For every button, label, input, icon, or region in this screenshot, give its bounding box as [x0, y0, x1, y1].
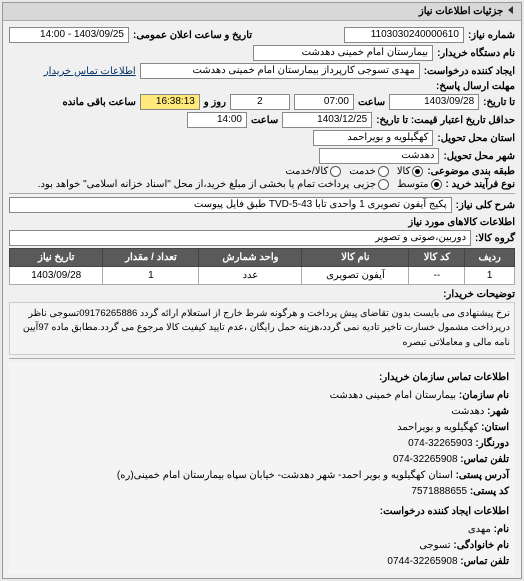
td-date: 1403/09/28	[10, 267, 103, 285]
panel-header: جزئیات اطلاعات نیاز	[3, 3, 521, 21]
radio-kala-label: کالا	[397, 166, 411, 177]
contact-block: اطلاعات تماس سازمان خریدار: نام سازمان: …	[9, 362, 515, 574]
td-qty: 1	[103, 267, 199, 285]
creator-field: مهدی تسوجی کارپرداز بیمارستان امام خمینی…	[140, 63, 420, 79]
th-row: ردیف	[465, 249, 515, 267]
c-fam-label: نام خانوادگی:	[453, 540, 509, 551]
c-fax: 32265903-074	[408, 438, 473, 449]
c-org: بیمارستان امام خمینی دهدشت	[330, 390, 456, 401]
device-name-field: بیمارستان امام خمینی دهدشت	[253, 45, 433, 61]
th-date: تاریخ نیاز	[10, 249, 103, 267]
time-label-2: ساعت	[251, 115, 278, 126]
valid-date-field: 1403/12/25	[282, 112, 372, 128]
pub-date-label: تاریخ و ساعت اعلان عمومی:	[133, 30, 252, 41]
collapse-icon	[508, 6, 513, 14]
req-no-label: شماره نیاز:	[468, 30, 515, 41]
radio-medium[interactable]	[431, 179, 442, 190]
th-unit: واحد شمارش	[199, 249, 302, 267]
goods-table: ردیف کد کالا نام کالا واحد شمارش تعداد /…	[9, 248, 515, 285]
creator-label: ایجاد کننده درخواست:	[424, 66, 515, 77]
desc-block: نرخ پیشنهادی می بایست بدون تقاضای پیش پر…	[9, 302, 515, 355]
delivery-prov-field: کهگیلویه و بویراحمد	[313, 130, 433, 146]
contact-header: اطلاعات تماس سازمان خریدار:	[15, 370, 509, 386]
buy-proc-label: نوع فرآیند خرید :	[446, 179, 515, 190]
radio-small-label: جزیی	[353, 179, 376, 190]
deadline-date-field: 1403/09/28	[389, 94, 479, 110]
radio-kalakhedmat-label: کالا/خدمت	[285, 166, 328, 177]
c-post-label: کد پستی:	[470, 486, 509, 497]
goods-class-radios: کالا خدمت کالا/خدمت	[285, 166, 423, 177]
goods-section-title: اطلاعات کالاهای مورد نیاز	[9, 217, 515, 228]
goods-class-label: طبقه بندی موضوعی:	[427, 166, 515, 177]
desc-label: توضیحات خریدار:	[443, 289, 515, 300]
td-name: آیفون تصویری	[302, 267, 409, 285]
c-fam: تسوجی	[419, 540, 450, 551]
th-code: کد کالا	[409, 249, 465, 267]
device-name-label: نام دستگاه خریدار:	[437, 48, 515, 59]
pub-date-field: 1403/09/25 - 14:00	[9, 27, 129, 43]
deadline-time-field: 07:00	[294, 94, 354, 110]
c-prov-label: استان:	[481, 422, 509, 433]
delivery-prov-label: استان محل تحویل:	[437, 133, 515, 144]
radio-khedmat[interactable]	[378, 166, 389, 177]
time-label-1: ساعت	[358, 97, 385, 108]
td-unit: عدد	[199, 267, 302, 285]
c-name: مهدی	[468, 524, 491, 535]
c-addr-label: آدرس پستی:	[456, 470, 509, 481]
days-label: روز و	[204, 97, 226, 108]
panel-title: جزئیات اطلاعات نیاز	[419, 6, 503, 17]
until-label: تا تاریخ:	[483, 97, 515, 108]
remain-label: ساعت باقی مانده	[62, 97, 135, 108]
table-row: 1 -- آیفون تصویری عدد 1 1403/09/28	[10, 267, 515, 285]
valid-label: حداقل تاریخ اعتبار قیمت: تا تاریخ:	[376, 115, 515, 126]
radio-kalakhedmat[interactable]	[330, 166, 341, 177]
c-phone2: 32265908-0744	[387, 556, 457, 567]
c-org-label: نام سازمان:	[459, 390, 509, 401]
delivery-city-label: شهر محل تحویل:	[443, 151, 515, 162]
creator-section: اطلاعات ایجاد کننده درخواست:	[15, 504, 509, 520]
radio-small[interactable]	[378, 179, 389, 190]
goods-group-label: گروه کالا:	[475, 233, 515, 244]
buy-proc-radios: متوسط جزیی	[353, 179, 441, 190]
radio-kala[interactable]	[412, 166, 423, 177]
th-qty: تعداد / مقدار	[103, 249, 199, 267]
key-title-label: شرح کلی نیاز:	[456, 200, 515, 211]
c-city: دهدشت	[451, 406, 484, 417]
req-no-field: 1103030240000610	[344, 27, 464, 43]
c-phone: 32265908-074	[393, 454, 458, 465]
remain-time-field: 16:38:13	[140, 94, 200, 110]
c-phone2-label: تلفن تماس:	[460, 556, 509, 567]
payment-note: پرداخت تمام یا بخشی از مبلغ خرید،از محل …	[38, 179, 350, 190]
td-row: 1	[465, 267, 515, 285]
deadline-label: مهلت ارسال پاسخ:	[436, 81, 515, 92]
radio-khedmat-label: خدمت	[349, 166, 376, 177]
c-prov: کهگیلویه و بویراحمد	[397, 422, 478, 433]
c-phone-label: تلفن تماس:	[460, 454, 509, 465]
c-city-label: شهر:	[487, 406, 509, 417]
buyer-contact-link[interactable]: اطلاعات تماس خریدار	[44, 66, 136, 77]
key-title-field: پکیج آیفون تصویری 1 واحدی تابا TVD-5-43 …	[9, 197, 452, 213]
td-code: --	[409, 267, 465, 285]
delivery-city-field: دهدشت	[319, 148, 439, 164]
th-name: نام کالا	[302, 249, 409, 267]
valid-time-field: 14:00	[187, 112, 247, 128]
remain-days-field: 2	[230, 94, 290, 110]
c-addr: استان کهگیلویه و بویر احمد- شهر دهدشت- خ…	[117, 470, 453, 481]
radio-medium-label: متوسط	[397, 179, 428, 190]
c-name-label: نام:	[494, 524, 509, 535]
c-fax-label: دورنگار:	[475, 438, 509, 449]
goods-group-field: دوربین،صوتی و تصویر	[9, 230, 471, 246]
c-post: 7571888655	[411, 486, 467, 497]
